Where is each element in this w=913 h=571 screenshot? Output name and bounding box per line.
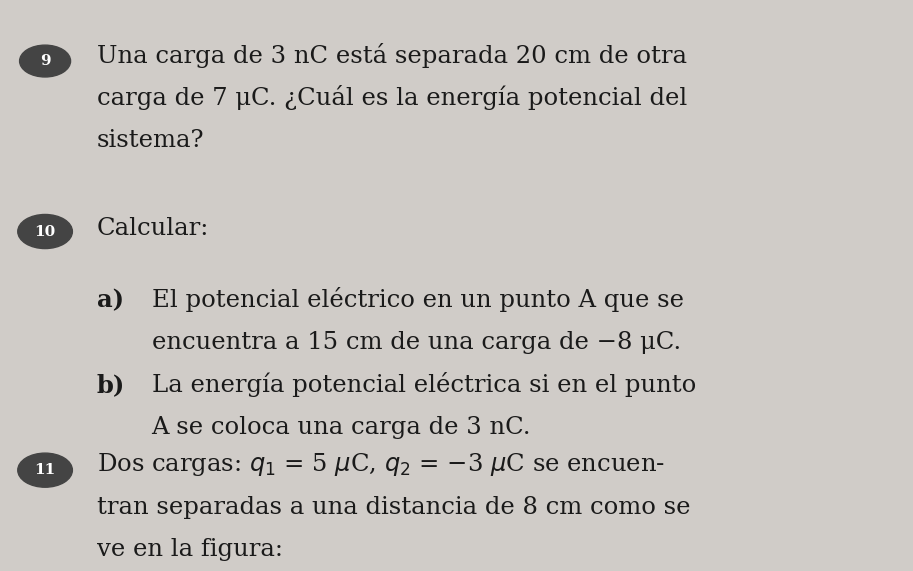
- Text: b): b): [97, 373, 125, 397]
- Circle shape: [17, 215, 72, 248]
- Text: 10: 10: [35, 224, 56, 239]
- Text: carga de 7 μC. ¿Cuál es la energía potencial del: carga de 7 μC. ¿Cuál es la energía poten…: [97, 86, 687, 110]
- Circle shape: [17, 453, 72, 487]
- Text: Calcular:: Calcular:: [97, 217, 209, 240]
- Text: A se coloca una carga de 3 nC.: A se coloca una carga de 3 nC.: [152, 416, 531, 439]
- Text: Una carga de 3 nC está separada 20 cm de otra: Una carga de 3 nC está separada 20 cm de…: [97, 43, 687, 68]
- Circle shape: [19, 45, 70, 77]
- Text: sistema?: sistema?: [97, 129, 205, 152]
- Text: El potencial eléctrico en un punto A que se: El potencial eléctrico en un punto A que…: [152, 287, 684, 312]
- Text: a): a): [97, 288, 124, 312]
- Text: ve en la figura:: ve en la figura:: [97, 538, 283, 561]
- Text: tran separadas a una distancia de 8 cm como se: tran separadas a una distancia de 8 cm c…: [97, 496, 690, 518]
- Text: encuentra a 15 cm de una carga de −8 μC.: encuentra a 15 cm de una carga de −8 μC.: [152, 331, 681, 354]
- Text: 9: 9: [40, 54, 50, 68]
- Text: 11: 11: [35, 463, 56, 477]
- Text: La energía potencial eléctrica si en el punto: La energía potencial eléctrica si en el …: [152, 372, 696, 397]
- Text: Dos cargas: $q_1$ = 5 $\mu$C, $q_2$ = $-$3 $\mu$C se encuen-: Dos cargas: $q_1$ = 5 $\mu$C, $q_2$ = $-…: [97, 451, 665, 478]
